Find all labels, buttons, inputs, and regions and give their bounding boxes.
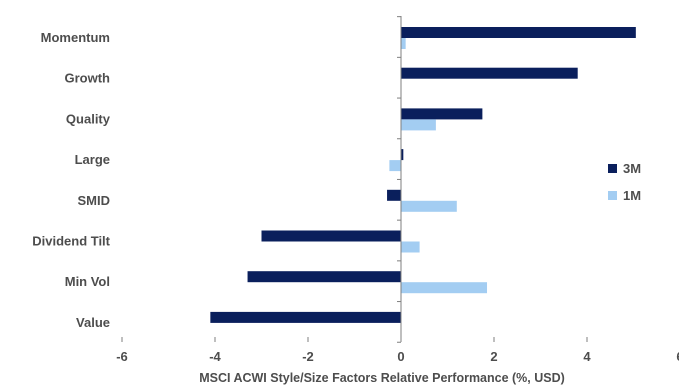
legend-swatch-1m <box>608 191 617 200</box>
labels-layer: Momentum Growth Quality Large SMID Dividend T… <box>32 30 679 364</box>
bar-3m-growth <box>401 67 578 79</box>
x-tick-label: -4 <box>209 349 221 364</box>
axis-layer <box>121 16 588 343</box>
bar-1m-large <box>389 160 402 172</box>
x-tick-label: 4 <box>583 349 591 364</box>
bar-1m-smid <box>401 200 457 212</box>
bars-layer <box>210 27 636 323</box>
category-label-momentum: Momentum <box>41 30 110 45</box>
bar-3m-dividend-tilt <box>261 230 401 242</box>
x-tick-label: 6 <box>676 349 679 364</box>
legend-label-1m: 1M <box>623 188 641 203</box>
bar-1m-quality <box>401 119 436 131</box>
x-axis-title: MSCI ACWI Style/Size Factors Relative Pe… <box>199 371 565 385</box>
bar-3m-large <box>401 149 404 161</box>
bar-3m-quality <box>401 108 483 120</box>
category-label-dividend-tilt: Dividend Tilt <box>32 234 110 249</box>
x-tick-label: -2 <box>302 349 314 364</box>
bar-1m-dividend-tilt <box>401 241 420 253</box>
category-label-large: Large <box>75 152 110 167</box>
legend-swatch-3m <box>608 164 617 173</box>
category-label-quality: Quality <box>66 111 111 126</box>
category-label-smid: SMID <box>78 193 111 208</box>
bar-3m-min-vol <box>247 271 401 283</box>
category-label-value: Value <box>76 315 110 330</box>
x-tick-label: 2 <box>490 349 497 364</box>
bar-3m-momentum <box>401 27 636 38</box>
legend: 3M 1M <box>608 161 641 203</box>
bar-1m-momentum <box>401 38 406 49</box>
bar-1m-min-vol <box>401 282 488 294</box>
bar-3m-smid <box>387 189 401 201</box>
x-tick-label: 0 <box>397 349 404 364</box>
category-label-min-vol: Min Vol <box>65 274 110 289</box>
legend-label-3m: 3M <box>623 161 641 176</box>
x-tick-label: -6 <box>116 349 128 364</box>
bar-3m-value <box>210 311 401 323</box>
category-label-growth: Growth <box>65 71 111 86</box>
